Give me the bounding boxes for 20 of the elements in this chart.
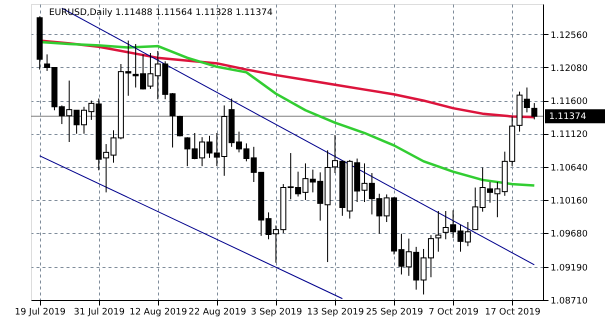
x-tick-label: 3 Sep 2019 [250,308,302,318]
x-tick-label: 13 Sep 2019 [306,308,364,318]
x-tick-label: 25 Sep 2019 [366,308,424,318]
x-tick-label: 7 Oct 2019 [428,308,479,318]
ref-line-label: 1.11374 [549,112,586,122]
candlestick [531,102,538,120]
y-tick-label: 1.12560 [550,30,588,41]
x-tick-label: 31 Jul 2019 [74,308,125,318]
y-tick-label: 1.12080 [550,64,588,74]
x-tick-label: 17 Oct 2019 [484,308,541,318]
y-tick-label: 1.11120 [550,130,588,140]
y-tick-label: 1.10160 [550,196,588,206]
x-tick-label: 22 Aug 2019 [188,308,246,318]
y-tick-label: 1.09680 [550,230,588,240]
y-tick-label: 1.08710 [550,296,588,306]
y-tick-label: 1.09190 [550,263,588,274]
x-tick-label: 12 Aug 2019 [129,308,188,318]
y-tick-label: 1.11600 [550,97,588,108]
x-tick-label: 19 Jul 2019 [14,308,66,318]
y-tick-label: 1.10640 [550,163,588,174]
